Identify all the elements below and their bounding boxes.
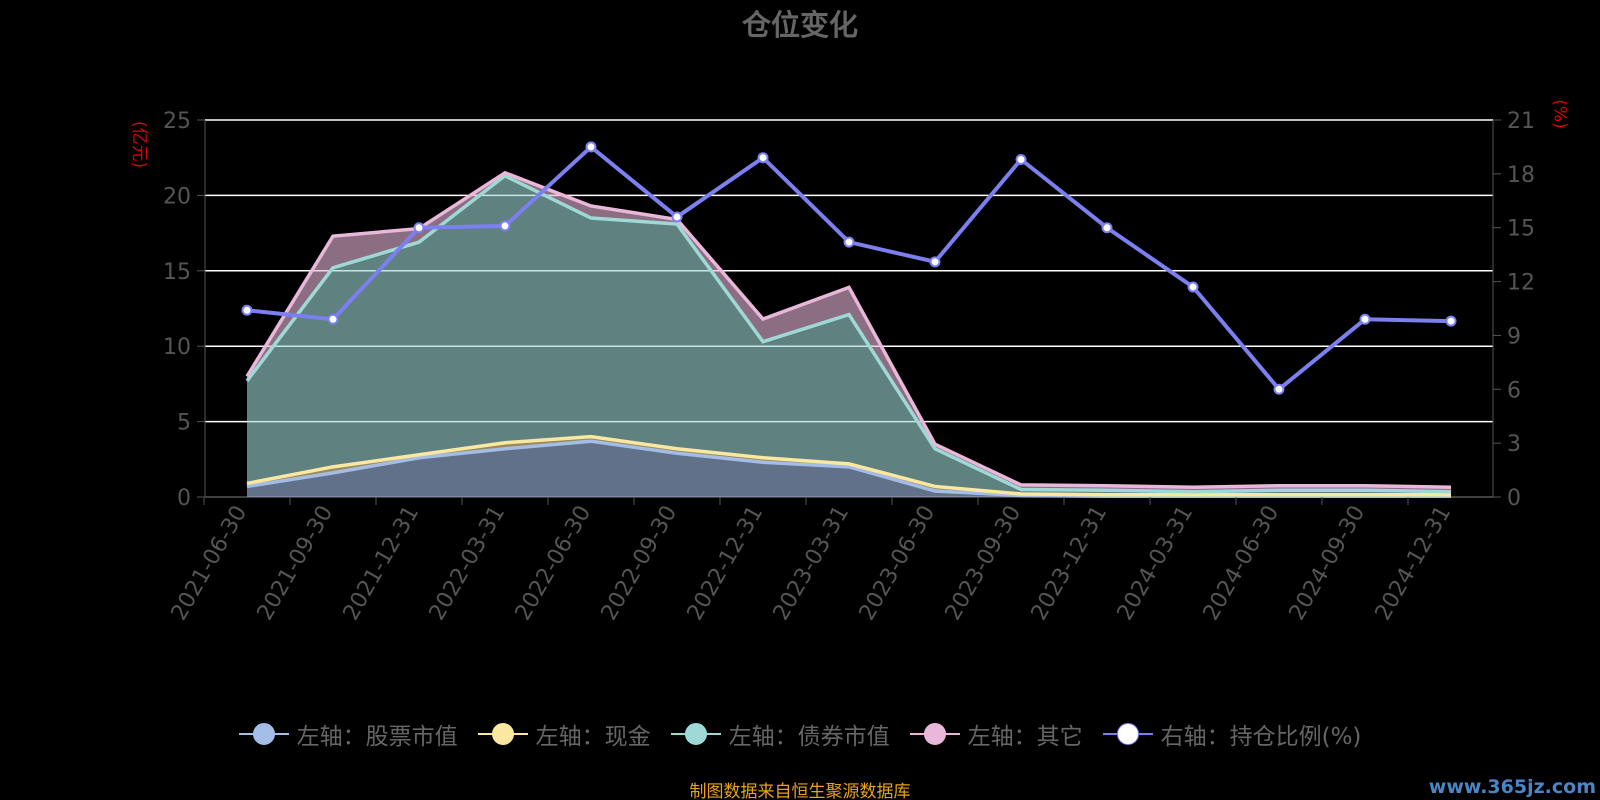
left-tick-label: 5	[177, 411, 191, 436]
source-note: 制图数据来自恒生聚源数据库	[689, 782, 911, 800]
legend-item-cash[interactable]: 左轴：现金	[477, 717, 651, 751]
ratio-point	[585, 141, 597, 153]
legend-marker-ratio	[1102, 719, 1153, 749]
ratio-point	[1015, 153, 1027, 165]
legend-item-bond[interactable]: 左轴：债券市值	[670, 717, 890, 751]
right-tick-label: 3	[1507, 432, 1521, 457]
x-tick-label: 2024-12-31	[1371, 502, 1457, 625]
legend-label-stock: 左轴：股票市值	[296, 724, 458, 750]
area-左轴：股票市值	[247, 441, 1451, 497]
ratio-point	[1187, 281, 1199, 293]
legend-marker-other	[909, 719, 960, 749]
x-tick-label: 2022-12-31	[683, 502, 769, 625]
ratio-point	[757, 152, 769, 164]
right-tick-label: 12	[1507, 271, 1535, 296]
left-tick-label: 15	[163, 260, 191, 285]
x-tick-label: 2023-09-30	[941, 502, 1027, 625]
right-tick-label: 18	[1507, 163, 1535, 188]
x-tick-label: 2023-03-31	[769, 502, 855, 625]
left-tick-label: 25	[163, 109, 191, 134]
x-tick-label: 2021-06-30	[167, 502, 253, 625]
x-tick-label: 2022-03-31	[425, 502, 511, 625]
ratio-point	[499, 220, 511, 232]
legend-marker-stock	[238, 719, 289, 749]
x-tick-label: 2023-12-31	[1027, 502, 1113, 625]
left-tick-label: 10	[163, 335, 191, 360]
right-tick-label: 15	[1507, 217, 1535, 242]
site-watermark: www.365jz.com	[1428, 776, 1596, 798]
ratio-point	[413, 222, 425, 234]
left-tick-label: 20	[163, 184, 191, 209]
ratio-point	[241, 304, 253, 316]
ratio-point	[1445, 315, 1457, 327]
ratio-point	[327, 313, 339, 325]
right-tick-label: 21	[1507, 109, 1535, 134]
chart-legend: 左轴：股票市值 左轴：现金 左轴：债券市值 左轴：其它	[0, 717, 1600, 751]
legend-label-ratio: 右轴：持仓比例(%)	[1160, 724, 1362, 750]
ratio-point	[671, 211, 683, 223]
line-左轴：债券市值	[245, 173, 1452, 494]
line-左轴：其它	[245, 170, 1452, 489]
legend-label-cash: 左轴：现金	[535, 724, 651, 750]
ratio-point	[1359, 313, 1371, 325]
legend-item-stock[interactable]: 左轴：股票市值	[238, 717, 458, 751]
ratio-point	[843, 236, 855, 248]
ratio-point	[1273, 383, 1285, 395]
x-tick-label: 2022-09-30	[597, 502, 683, 625]
x-tick-label: 2021-12-31	[339, 502, 425, 625]
legend-label-other: 左轴：其它	[967, 724, 1083, 750]
left-tick-label: 0	[177, 486, 191, 511]
right-tick-label: 9	[1507, 324, 1521, 349]
x-tick-label: 2024-09-30	[1285, 502, 1371, 625]
ratio-point	[929, 256, 941, 268]
legend-item-other[interactable]: 左轴：其它	[909, 717, 1083, 751]
area-左轴：债券市值	[247, 175, 1451, 495]
legend-marker-bond	[670, 719, 721, 749]
right-axis-unit: (%)	[1549, 99, 1570, 129]
x-tick-label: 2023-06-30	[855, 502, 941, 625]
left-axis-unit: (亿元)	[129, 120, 150, 169]
right-tick-label: 0	[1507, 486, 1521, 511]
legend-item-ratio[interactable]: 右轴：持仓比例(%)	[1102, 717, 1362, 751]
x-tick-label: 2021-09-30	[253, 502, 339, 625]
line-左轴：现金	[246, 434, 1451, 497]
legend-label-bond: 左轴：债券市值	[728, 724, 890, 750]
x-tick-label: 2022-06-30	[511, 502, 597, 625]
ratio-point	[1101, 222, 1113, 234]
x-tick-label: 2024-06-30	[1199, 502, 1285, 625]
chart-title: 仓位变化	[741, 8, 858, 42]
legend-marker-cash	[477, 719, 528, 749]
x-tick-label: 2024-03-31	[1113, 502, 1199, 625]
right-tick-label: 6	[1507, 378, 1521, 403]
